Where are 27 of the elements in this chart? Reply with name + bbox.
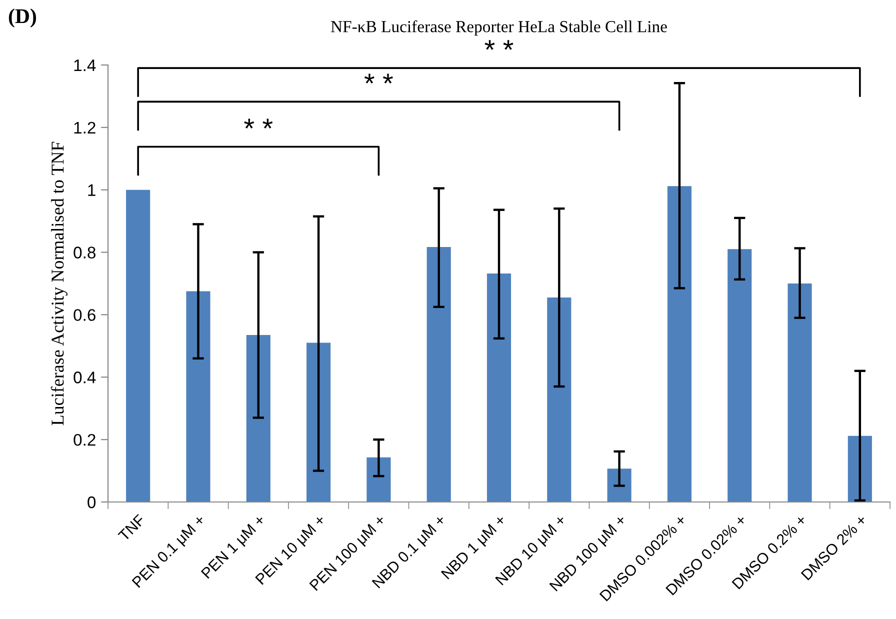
bar xyxy=(728,249,752,502)
annotation: * * xyxy=(364,74,393,84)
bar xyxy=(186,291,210,502)
bar xyxy=(306,342,331,502)
bar xyxy=(486,274,512,502)
y-tick-label: 0.8 xyxy=(74,246,96,258)
y-tick-label: 0.2 xyxy=(74,434,96,446)
text: * * xyxy=(484,40,514,50)
bar xyxy=(366,457,391,502)
y-tick-label: 0 xyxy=(88,496,96,508)
y-tick-label: 1 xyxy=(88,184,96,196)
x-tick-label: TNF xyxy=(118,514,146,542)
y-axis-title: Luciferase Activity Normalised to TNF xyxy=(50,142,68,426)
annotation: * * xyxy=(244,118,273,128)
y-tick-label: 1.2 xyxy=(74,122,96,134)
y-tick-label: 0.6 xyxy=(74,309,96,321)
text: (D) xyxy=(8,8,36,28)
bar xyxy=(246,335,270,502)
chart-title: NF-κB Luciferase Reporter HeLa Stable Cell Line xyxy=(330,20,667,36)
bar xyxy=(788,284,812,502)
bar xyxy=(607,468,632,502)
bar xyxy=(547,298,572,502)
bar xyxy=(126,190,150,502)
bar xyxy=(426,246,451,502)
bar xyxy=(667,186,692,502)
y-tick-label: 0.4 xyxy=(74,372,96,384)
y-tick-label: 1.4 xyxy=(74,60,96,72)
